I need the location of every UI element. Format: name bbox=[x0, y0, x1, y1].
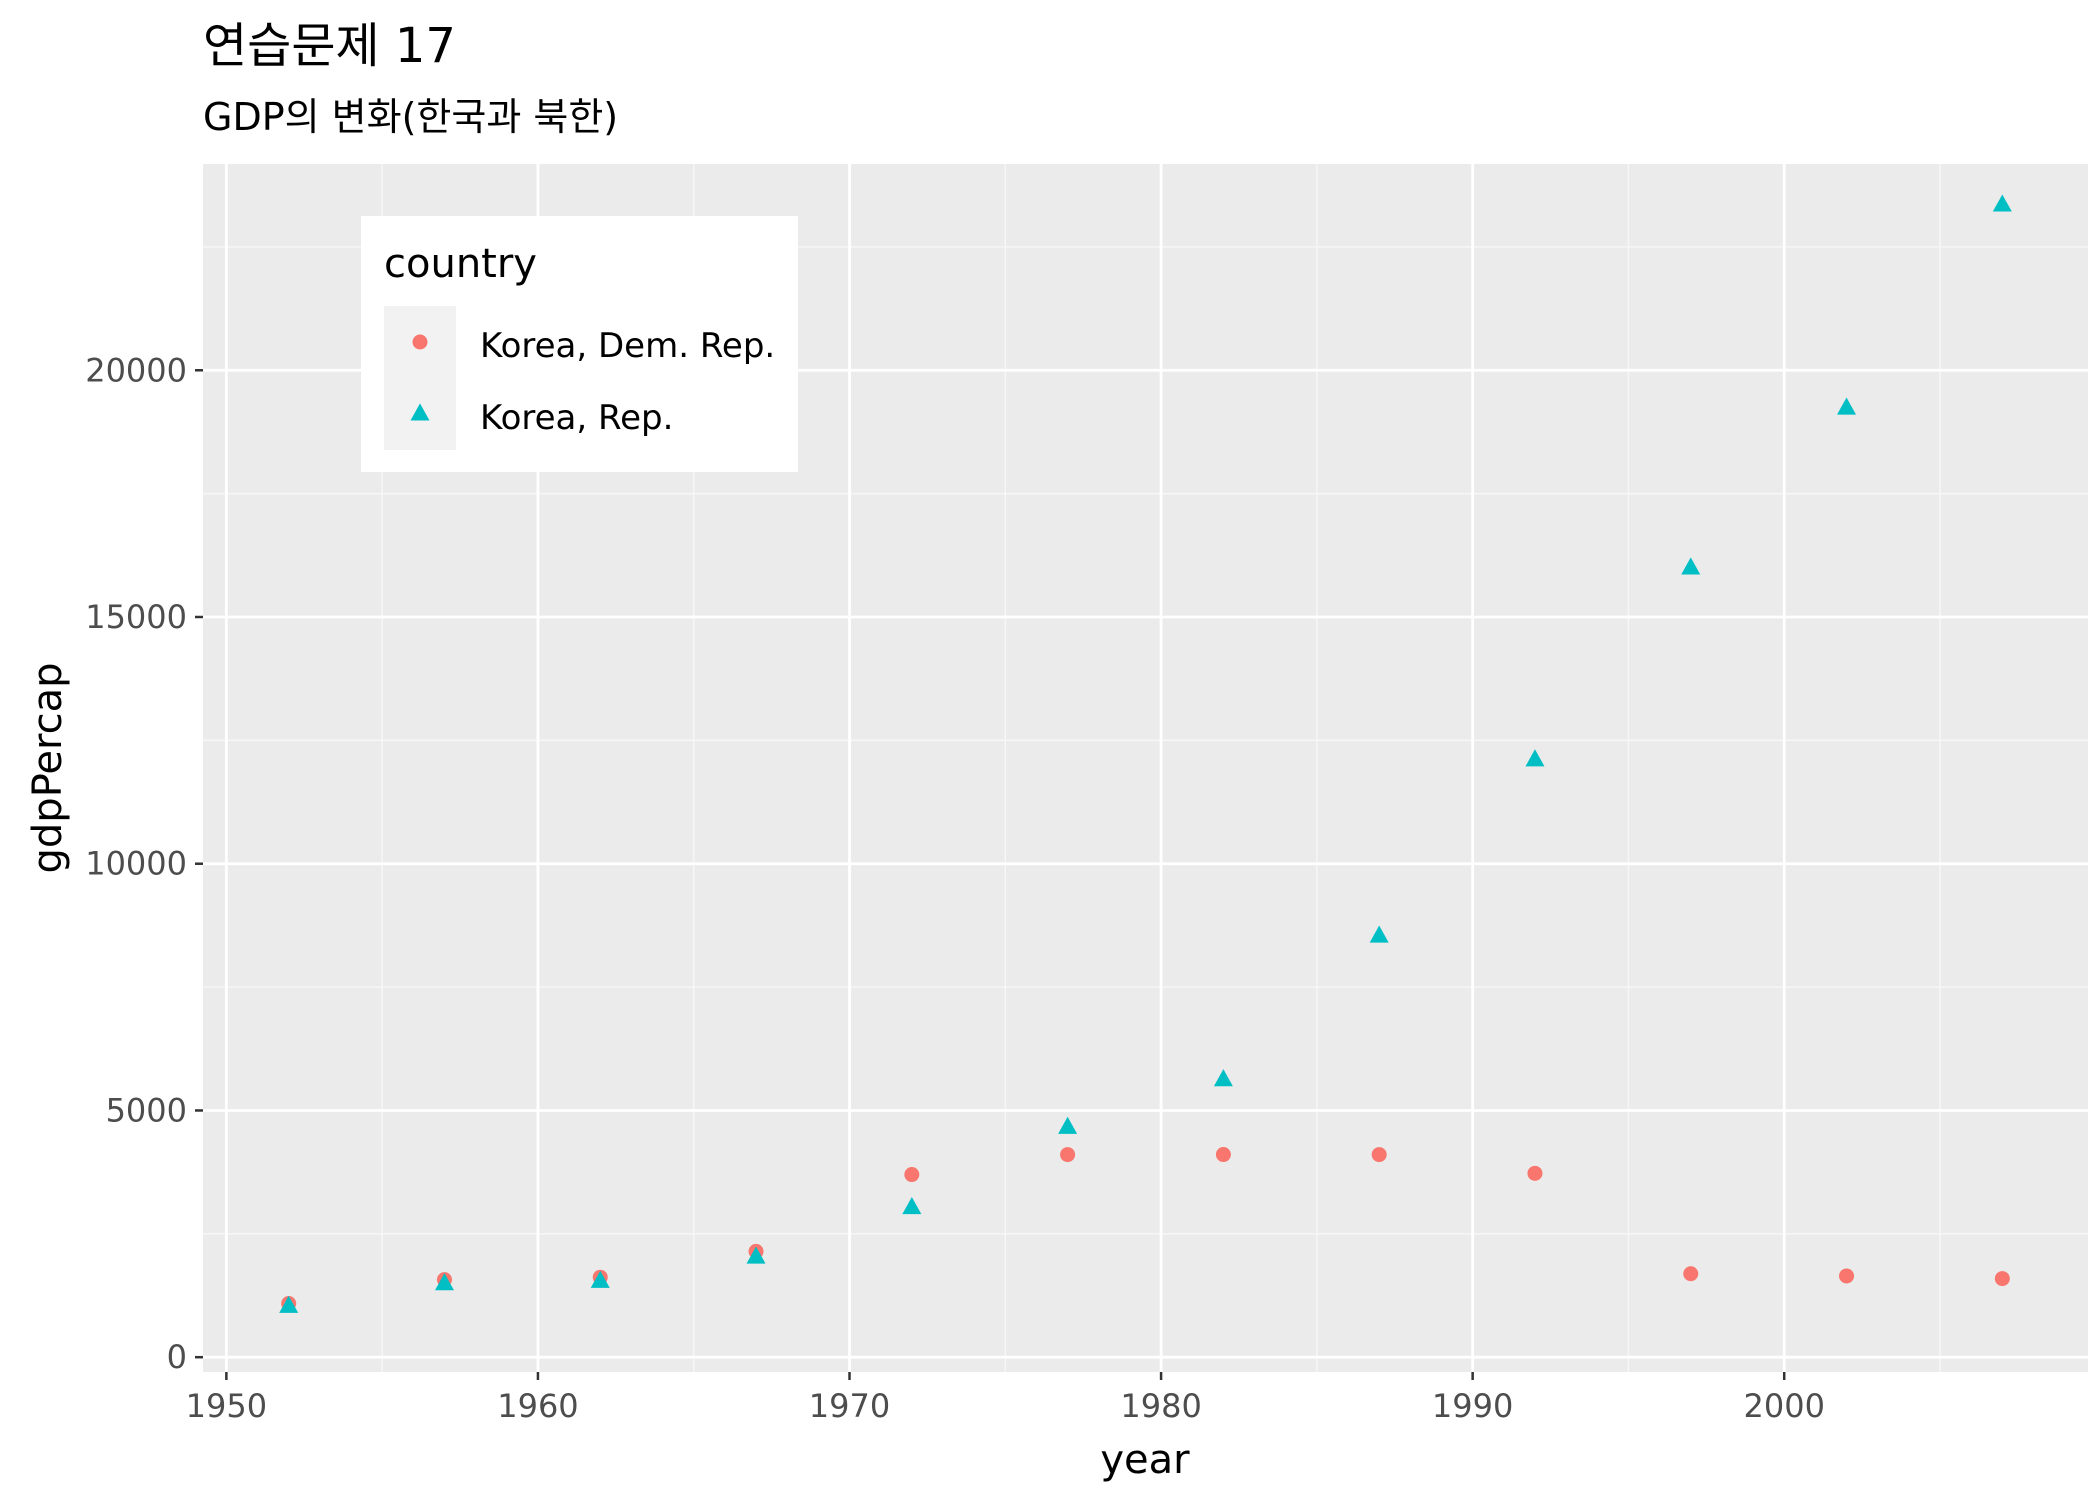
legend-item-korea-rep: Korea, Rep. bbox=[480, 398, 673, 438]
data-point bbox=[1371, 1147, 1387, 1163]
data-point bbox=[904, 1167, 920, 1183]
legend-key-bg bbox=[384, 306, 456, 450]
legend-title: country bbox=[384, 241, 537, 287]
data-point bbox=[1992, 194, 2012, 212]
data-point bbox=[1681, 557, 1701, 575]
y-axis: 0 5000 10000 15000 20000 bbox=[85, 351, 203, 1376]
data-point bbox=[1215, 1147, 1231, 1163]
data-point bbox=[1683, 1266, 1699, 1282]
data-point bbox=[746, 1246, 766, 1264]
chart-title: 연습문제 17 bbox=[203, 18, 456, 74]
x-tick-label: 1990 bbox=[1432, 1387, 1513, 1425]
x-tick-label: 1950 bbox=[186, 1387, 267, 1425]
x-axis-title: year bbox=[1100, 1437, 1190, 1483]
legend-key-circle bbox=[412, 334, 428, 350]
data-point bbox=[902, 1197, 922, 1215]
data-point bbox=[1839, 1268, 1855, 1284]
chart-subtitle: GDP의 변화(한국과 북한) bbox=[203, 95, 618, 139]
y-axis-title: gdpPercap bbox=[25, 663, 71, 874]
legend-key-triangle bbox=[410, 403, 430, 421]
legend-item-korea-dem-rep: Korea, Dem. Rep. bbox=[480, 326, 775, 366]
y-tick-label: 15000 bbox=[85, 598, 187, 636]
data-point bbox=[590, 1270, 610, 1288]
legend: country Korea, Dem. Rep. Korea, Rep. bbox=[361, 216, 798, 472]
x-axis: 1950 1960 1970 1980 1990 2000 bbox=[186, 1372, 1825, 1425]
x-tick-label: 1980 bbox=[1120, 1387, 1201, 1425]
data-point bbox=[1060, 1147, 1076, 1163]
x-tick-label: 1960 bbox=[497, 1387, 578, 1425]
x-tick-label: 2000 bbox=[1744, 1387, 1825, 1425]
minor-gridlines bbox=[203, 164, 2088, 1372]
y-tick-label: 20000 bbox=[85, 351, 187, 389]
y-tick-label: 10000 bbox=[85, 845, 187, 883]
data-point bbox=[1525, 749, 1545, 767]
data-point bbox=[434, 1273, 454, 1291]
data-point bbox=[1994, 1271, 2010, 1287]
major-gridlines bbox=[203, 164, 2088, 1372]
data-point bbox=[279, 1295, 299, 1313]
y-tick-label: 5000 bbox=[106, 1091, 187, 1129]
y-tick-label: 0 bbox=[167, 1338, 187, 1376]
data-point bbox=[1837, 397, 1857, 415]
data-points bbox=[279, 194, 2012, 1313]
data-point bbox=[1369, 925, 1389, 943]
data-point bbox=[1058, 1116, 1078, 1134]
data-point bbox=[1213, 1069, 1233, 1087]
legend-keys bbox=[410, 334, 430, 421]
x-tick-label: 1970 bbox=[809, 1387, 890, 1425]
data-point bbox=[1527, 1165, 1543, 1181]
